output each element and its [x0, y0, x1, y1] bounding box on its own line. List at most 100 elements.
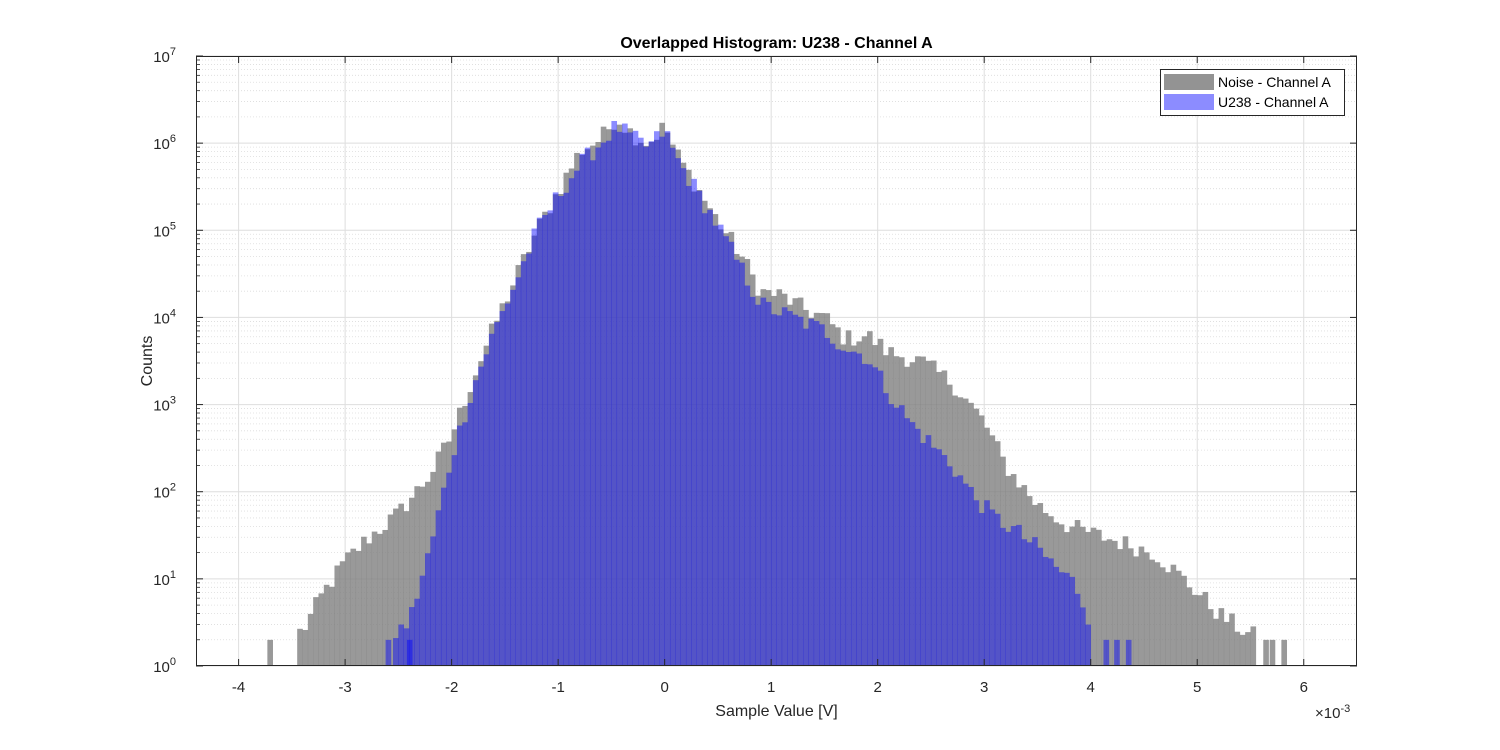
u238-bar	[648, 141, 655, 667]
noise-bar	[1149, 559, 1155, 666]
noise-bar	[707, 208, 713, 666]
noise-bar	[382, 529, 389, 666]
u238-bar	[627, 132, 634, 667]
u238-bar	[856, 353, 863, 666]
noise-bar	[984, 427, 990, 666]
noise-bar	[1127, 548, 1134, 666]
u238-bar	[920, 442, 926, 666]
x-axis-exponent: ×10-3	[1315, 703, 1350, 722]
noise-bar	[467, 392, 474, 666]
noise-bar	[419, 486, 426, 666]
noise-bar	[339, 561, 346, 666]
u238-bar	[462, 422, 468, 666]
u238-bar	[909, 422, 916, 666]
noise-bar	[515, 265, 522, 666]
u238-bar	[776, 315, 783, 666]
noise-bar	[1207, 609, 1214, 666]
u238-bar	[888, 404, 894, 666]
noise-bar	[1191, 594, 1198, 666]
u238-bar	[409, 607, 415, 666]
noise-bar	[1021, 485, 1028, 666]
noise-bar	[1138, 546, 1145, 666]
u238-bar	[611, 120, 618, 667]
noise-bar	[845, 330, 852, 666]
noise-bar	[1223, 621, 1230, 666]
noise-bars	[267, 122, 1288, 667]
noise-bar	[323, 584, 330, 666]
noise-bar	[898, 357, 905, 666]
noise-bar	[1042, 513, 1049, 666]
noise-bar	[520, 254, 527, 667]
u238-bar	[542, 215, 548, 666]
noise-bar	[909, 362, 916, 666]
noise-bar	[648, 141, 655, 666]
noise-bar	[792, 298, 799, 666]
noise-bar	[371, 531, 378, 666]
noise-bar	[451, 429, 458, 666]
u238-bar	[1058, 572, 1065, 666]
noise-bar	[813, 312, 820, 666]
u238-bar	[840, 350, 847, 666]
legend: Noise - Channel A U238 - Channel A	[1160, 69, 1345, 116]
y-axis-label: Counts	[139, 336, 156, 387]
u238-bar	[403, 628, 410, 666]
u238-bar	[1048, 558, 1054, 666]
noise-bar	[962, 398, 969, 666]
noise-bar	[1186, 587, 1193, 666]
noise-bar	[1269, 639, 1276, 666]
noise-bar	[920, 356, 926, 666]
noise-bar	[946, 384, 953, 666]
u238-bar	[385, 639, 392, 666]
noise-bar	[345, 552, 351, 666]
noise-bar	[1106, 539, 1113, 666]
noise-bar	[1032, 504, 1038, 666]
legend-swatch-u238	[1164, 94, 1214, 110]
u238-bar	[851, 351, 857, 666]
u238-bar	[989, 509, 996, 666]
noise-bar	[414, 486, 420, 666]
noise-bar	[1234, 631, 1241, 666]
noise-bar	[952, 395, 958, 666]
noise-bar	[803, 309, 809, 666]
x-tick-label: -4	[232, 679, 245, 696]
u238-bar	[936, 449, 942, 666]
noise-bar	[835, 327, 841, 666]
u238-bar	[659, 136, 665, 667]
noise-bar	[989, 435, 996, 666]
y-tick-label: 102	[153, 482, 176, 502]
noise-bar	[1165, 572, 1171, 666]
noise-bar	[755, 295, 761, 666]
u238-bar	[531, 228, 538, 667]
x-tick-label: 5	[1193, 679, 1201, 696]
noise-bar	[366, 543, 373, 666]
u238-bar	[515, 277, 522, 666]
noise-bar	[590, 145, 596, 666]
u238-bar	[654, 131, 660, 666]
noise-bar	[409, 497, 415, 666]
u238-bar	[520, 261, 527, 666]
noise-bar	[1005, 475, 1012, 666]
u238-bar	[792, 314, 799, 666]
noise-bar	[483, 345, 490, 666]
y-tick-label: 104	[153, 307, 176, 327]
u238-bar	[419, 575, 426, 666]
noise-bar	[1037, 503, 1044, 666]
noise-bar	[675, 149, 681, 666]
noise-bar	[1090, 527, 1097, 666]
noise-bar	[851, 345, 857, 666]
noise-bar	[701, 200, 708, 666]
noise-bar	[435, 451, 442, 666]
noise-bar	[350, 548, 357, 666]
u238-bar	[968, 486, 974, 666]
y-tick-label: 105	[153, 220, 176, 240]
u238-bar	[893, 407, 900, 666]
u238-bar	[574, 170, 580, 666]
u238-bar	[755, 304, 761, 666]
noise-bar	[968, 402, 974, 666]
noise-bar	[712, 214, 719, 666]
noise-bar	[1010, 474, 1017, 666]
u238-bar	[691, 178, 697, 667]
noise-bar	[664, 132, 671, 666]
noise-bar	[616, 124, 623, 667]
